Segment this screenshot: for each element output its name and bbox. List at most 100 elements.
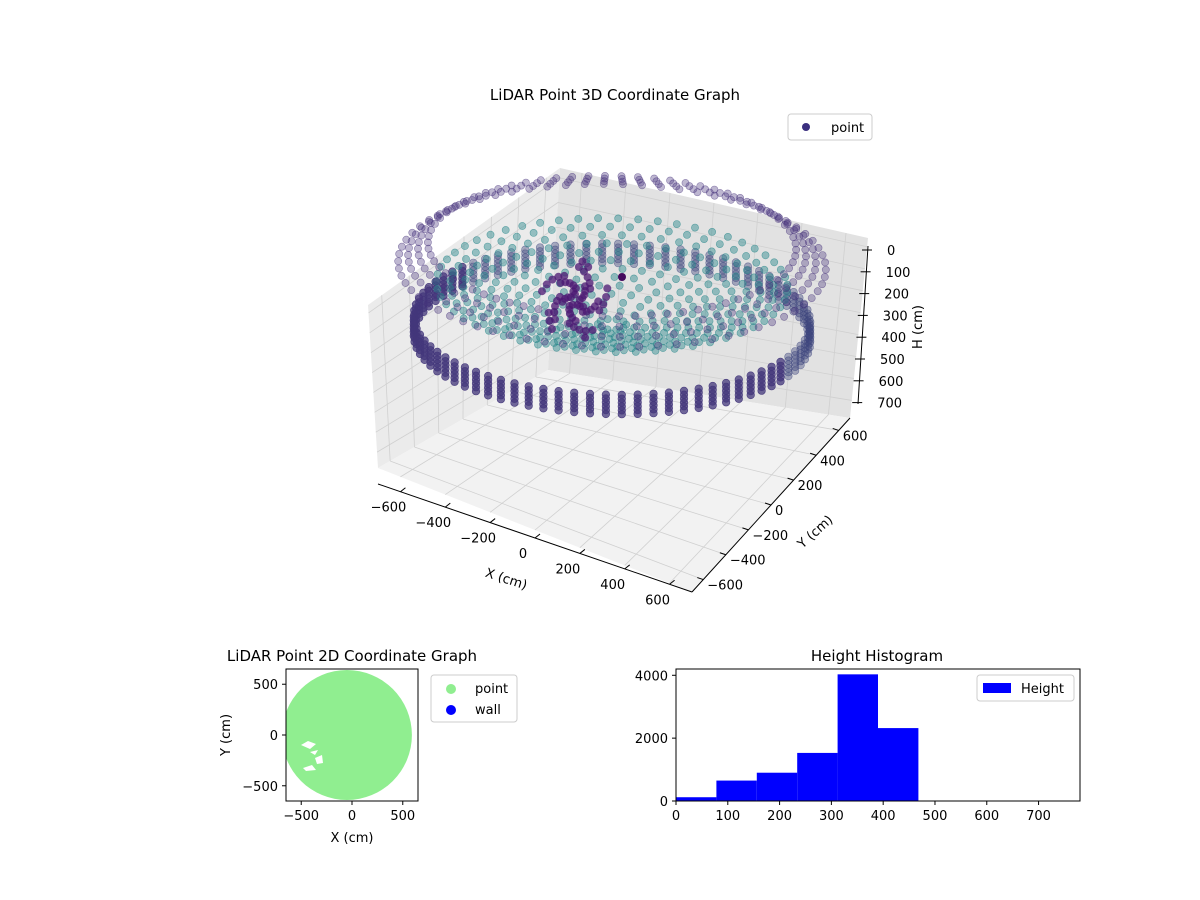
lidar-point: [530, 315, 539, 323]
lidar-point: [436, 214, 444, 222]
lidar-point: [618, 174, 626, 183]
lidar-point: [526, 324, 535, 333]
lidar-point: [536, 218, 544, 227]
lidar-point: [505, 298, 514, 307]
lidar-point: [676, 288, 685, 297]
lidar-point: [575, 249, 583, 257]
lidar-point: [754, 323, 763, 332]
histogram-bar: [878, 728, 919, 801]
lidar-point: [749, 323, 758, 332]
lidar-point: [703, 325, 712, 334]
lidar-point: [761, 251, 770, 260]
lidar-point: [675, 185, 684, 194]
lidar-point: [645, 225, 654, 233]
lidar-point: [600, 174, 609, 183]
lidar-point: [792, 245, 800, 254]
lidar-point: [411, 271, 419, 280]
lidar-point: [677, 333, 686, 342]
grid-line-x: [579, 400, 743, 549]
lidar-point: [746, 390, 755, 400]
lidar-point: [652, 331, 660, 340]
lidar-point: [752, 303, 761, 312]
lidar-point: [423, 285, 432, 293]
lidar-point: [471, 387, 481, 396]
lidar-point: [639, 345, 648, 354]
lidar-point: [736, 193, 744, 202]
lidar-point: [527, 297, 536, 306]
lidar-point: [405, 244, 413, 252]
lidar-point: [491, 278, 500, 287]
y-tick-3d: [697, 577, 704, 581]
y-tick-3d: [719, 552, 727, 556]
lidar-point: [740, 327, 749, 336]
cluster-point: [568, 300, 577, 309]
histogram-bars: [676, 674, 919, 801]
lidar-point: [486, 303, 494, 312]
cluster-point: [544, 308, 553, 317]
gap-2: [303, 765, 316, 771]
lidar-point: [672, 255, 680, 264]
lidar-point: [475, 279, 483, 287]
lidar-point: [728, 308, 736, 317]
lidar-point: [634, 173, 642, 181]
lidar-point: [615, 281, 624, 290]
lidar-point: [421, 225, 430, 234]
lidar-point: [518, 222, 527, 230]
lidar-point: [496, 395, 506, 404]
lidar-point: [417, 231, 426, 240]
x-tick-3d: [534, 533, 541, 539]
histogram: Height Histogram 0 100 200 300 400 500 600 7000…: [635, 647, 1081, 824]
lidar-point: [694, 317, 703, 326]
lidar-point: [578, 341, 586, 350]
lidar-point: [570, 335, 578, 344]
lidar-point: [497, 237, 506, 246]
lidar-point: [420, 264, 429, 273]
lidar-point: [559, 233, 568, 242]
lidar-point: [426, 251, 435, 259]
lidar-point: [738, 323, 747, 332]
lidar-point: [561, 329, 570, 338]
cluster-point: [602, 293, 611, 301]
lidar-point: [801, 245, 810, 254]
lidar-point: [585, 409, 595, 418]
chart-3d-title: LiDAR Point 3D Coordinate Graph: [490, 86, 740, 104]
lidar-point: [735, 310, 744, 319]
lidar-point: [427, 226, 435, 234]
lidar-point: [685, 295, 693, 304]
lidar-point: [675, 238, 683, 247]
lidar-point: [811, 252, 820, 260]
lidar-point: [483, 242, 492, 251]
lidar-point: [453, 303, 462, 311]
lidar-point: [710, 185, 719, 194]
lidar-point: [704, 280, 713, 289]
lidar-point: [550, 261, 558, 270]
lidar-point: [820, 273, 829, 281]
y-tick-label-2d: −500: [242, 780, 278, 795]
lidar-point: [696, 182, 705, 190]
lidar-point: [727, 287, 736, 296]
ticks-2d: −500 0 500 500 0 −500: [242, 678, 415, 824]
lidar-point: [547, 226, 556, 234]
lidar-point: [481, 188, 490, 197]
lidar-point: [488, 319, 497, 328]
lidar-point: [664, 227, 673, 236]
lidar-point: [662, 244, 670, 253]
lidar-point: [473, 299, 481, 308]
lidar-point: [414, 244, 422, 253]
lidar-point: [549, 177, 558, 185]
h-tick-label-3d: 400: [881, 331, 906, 346]
lidar-point: [664, 407, 674, 417]
lidar-point: [734, 295, 743, 304]
lidar-point: [634, 215, 643, 224]
lidar-point: [519, 302, 528, 310]
lidar-point: [772, 304, 781, 312]
hist-y-tick-label: 4000: [635, 669, 668, 684]
lidar-point: [568, 172, 577, 181]
lidar-point: [648, 277, 656, 286]
lidar-point: [722, 265, 731, 274]
lidar-point: [701, 295, 709, 303]
point-region: [286, 670, 412, 800]
lidar-point: [510, 398, 519, 407]
lidar-point: [610, 273, 619, 281]
lidar-point: [734, 318, 742, 327]
